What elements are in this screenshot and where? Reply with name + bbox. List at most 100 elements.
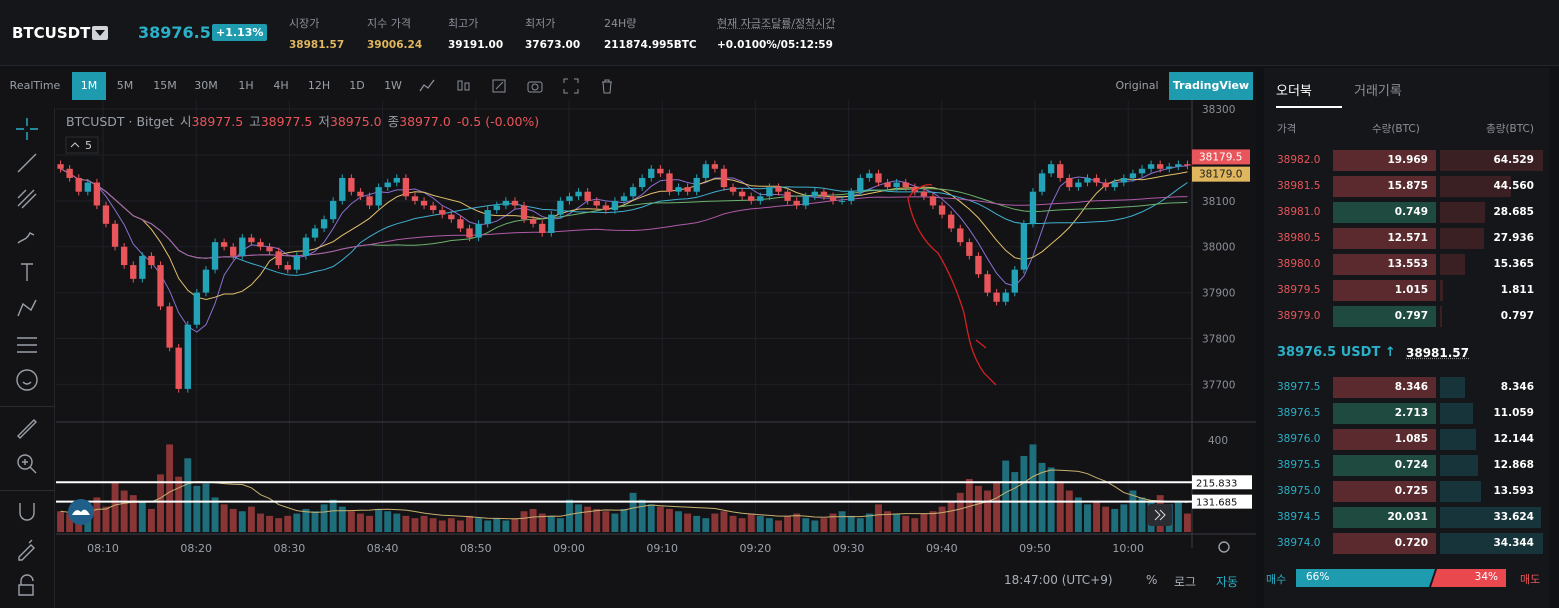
volume-bar	[929, 511, 937, 532]
candle-body	[202, 269, 210, 293]
volume-bar	[1038, 462, 1046, 532]
volume-bar	[347, 511, 355, 532]
trend-line-icon[interactable]	[14, 150, 40, 176]
bid-row[interactable]: 38977.5 8.346 8.346	[1264, 374, 1549, 400]
bid-row[interactable]: 38976.5 2.713 11.059	[1264, 400, 1549, 426]
price-tick: 37800	[1202, 333, 1235, 345]
time-tick: 09:40	[926, 542, 958, 555]
candle-body	[257, 242, 264, 247]
volume-bar	[911, 518, 919, 532]
tab-orderbook[interactable]: 오더북	[1276, 84, 1312, 99]
log-toggle[interactable]: 로그	[1174, 575, 1197, 589]
volume-bar	[938, 506, 946, 532]
tab-trade-history[interactable]: 거래기록	[1354, 84, 1402, 99]
symbol-name[interactable]: BTCUSDT	[12, 24, 91, 42]
volume-bar	[956, 492, 964, 532]
timeframe-15m[interactable]: 15M	[153, 79, 177, 92]
emoji-icon[interactable]	[14, 367, 40, 393]
candle-body	[884, 182, 891, 188]
ask-row[interactable]: 38981.0 0.749 28.685	[1264, 199, 1549, 225]
ma-collapse-button[interactable]	[65, 136, 99, 154]
ruler-icon[interactable]	[14, 416, 40, 442]
candle-body	[966, 242, 973, 256]
legend-part: 38977.5	[261, 114, 313, 129]
trash-icon[interactable]	[598, 77, 616, 95]
volume-bar	[602, 511, 610, 532]
row-total: 34.344	[1493, 537, 1534, 549]
timeframe-30m[interactable]: 30M	[194, 79, 218, 92]
candle-body	[729, 187, 737, 192]
chart-settings-gear-icon[interactable]	[1218, 541, 1230, 553]
ask-row[interactable]: 38979.0 0.797 0.797	[1264, 303, 1549, 329]
timeframe-1d[interactable]: 1D	[349, 79, 365, 92]
crosshair-icon[interactable]	[14, 116, 40, 142]
pattern-tool-icon[interactable]	[14, 296, 40, 322]
time-tick: 08:30	[274, 542, 306, 555]
drawing-tools-sidebar	[0, 108, 55, 608]
legend-part: 종	[388, 114, 400, 129]
total-depth-bar	[1440, 403, 1473, 424]
row-total: 1.811	[1500, 284, 1534, 296]
auto-toggle[interactable]: 자동	[1216, 575, 1239, 589]
stat-label: 시장가	[289, 17, 320, 30]
timeframe-1m[interactable]: 1M	[72, 72, 106, 100]
timeframe-4h[interactable]: 4H	[273, 79, 289, 92]
volume-bar	[393, 513, 401, 532]
fib-tool-icon[interactable]	[14, 186, 40, 212]
bid-row[interactable]: 38974.5 20.031 33.624	[1264, 504, 1549, 530]
price-chart[interactable]: 215.833131.68538300382003810038000379003…	[56, 100, 1256, 567]
camera-icon[interactable]	[526, 77, 544, 95]
volume-bar	[1120, 504, 1128, 532]
timeframe-1h[interactable]: 1H	[238, 79, 254, 92]
ma-count: 5	[85, 139, 92, 152]
lock-draw-icon[interactable]	[14, 536, 40, 562]
view-tradingview-button[interactable]: TradingView	[1169, 72, 1253, 100]
percent-toggle[interactable]: %	[1146, 573, 1158, 587]
ma-line-2	[60, 168, 1188, 301]
bid-row[interactable]: 38976.0 1.085 12.144	[1264, 426, 1549, 452]
total-depth-bar	[1440, 176, 1511, 197]
candle-body	[1120, 177, 1128, 183]
bid-row[interactable]: 38974.0 0.720 34.344	[1264, 530, 1549, 556]
volume-bar	[1047, 467, 1055, 532]
candle-body	[84, 182, 91, 192]
view-original-button[interactable]: Original	[1115, 79, 1159, 92]
timeframe-12h[interactable]: 12H	[307, 79, 331, 92]
bid-row[interactable]: 38975.0 0.725 13.593	[1264, 478, 1549, 504]
row-qty: 8.346	[1394, 381, 1428, 393]
timeframe-1w[interactable]: 1W	[384, 79, 402, 92]
fork-tool-icon[interactable]	[14, 332, 40, 358]
ask-row[interactable]: 38981.5 15.875 44.560	[1264, 173, 1549, 199]
candle-body	[466, 228, 473, 238]
candle-body	[911, 187, 918, 192]
zoom-in-icon[interactable]	[14, 451, 40, 477]
candle-type-icon[interactable]	[454, 77, 472, 95]
ask-row[interactable]: 38979.5 1.015 1.811	[1264, 277, 1549, 303]
stat-value: 39191.00	[448, 39, 504, 51]
buy-sell-ratio: 매수 66% 34% 매도	[1264, 569, 1549, 587]
symbol-dropdown-icon[interactable]	[92, 26, 108, 40]
stat-4: 24H량 211874.995BTC	[604, 15, 697, 51]
bid-row[interactable]: 38975.5 0.724 12.868	[1264, 452, 1549, 478]
price-tick: 38100	[1202, 196, 1235, 208]
note-icon[interactable]	[490, 77, 508, 95]
candle-body	[947, 214, 955, 229]
ask-row[interactable]: 38980.5 12.571 27.936	[1264, 225, 1549, 251]
magnet-icon[interactable]	[14, 499, 40, 525]
ma-line-5	[60, 168, 1188, 259]
timeframe-realtime[interactable]: RealTime	[9, 79, 61, 92]
indicator-chart-icon[interactable]	[418, 77, 436, 95]
volume-tick: 400	[1208, 435, 1228, 447]
candle-body	[1047, 164, 1055, 174]
volume-bar	[529, 508, 537, 532]
candle-body	[838, 200, 846, 202]
volume-bar	[338, 506, 346, 532]
ask-row[interactable]: 38980.0 13.553 15.365	[1264, 251, 1549, 277]
timeframe-5m[interactable]: 5M	[116, 79, 134, 92]
fullscreen-icon[interactable]	[562, 77, 580, 95]
candle-body	[593, 200, 600, 206]
brush-icon[interactable]	[14, 223, 40, 249]
unlock-icon[interactable]	[14, 573, 40, 599]
ask-row[interactable]: 38982.0 19.969 64.529	[1264, 147, 1549, 173]
text-tool-icon[interactable]	[14, 259, 40, 285]
